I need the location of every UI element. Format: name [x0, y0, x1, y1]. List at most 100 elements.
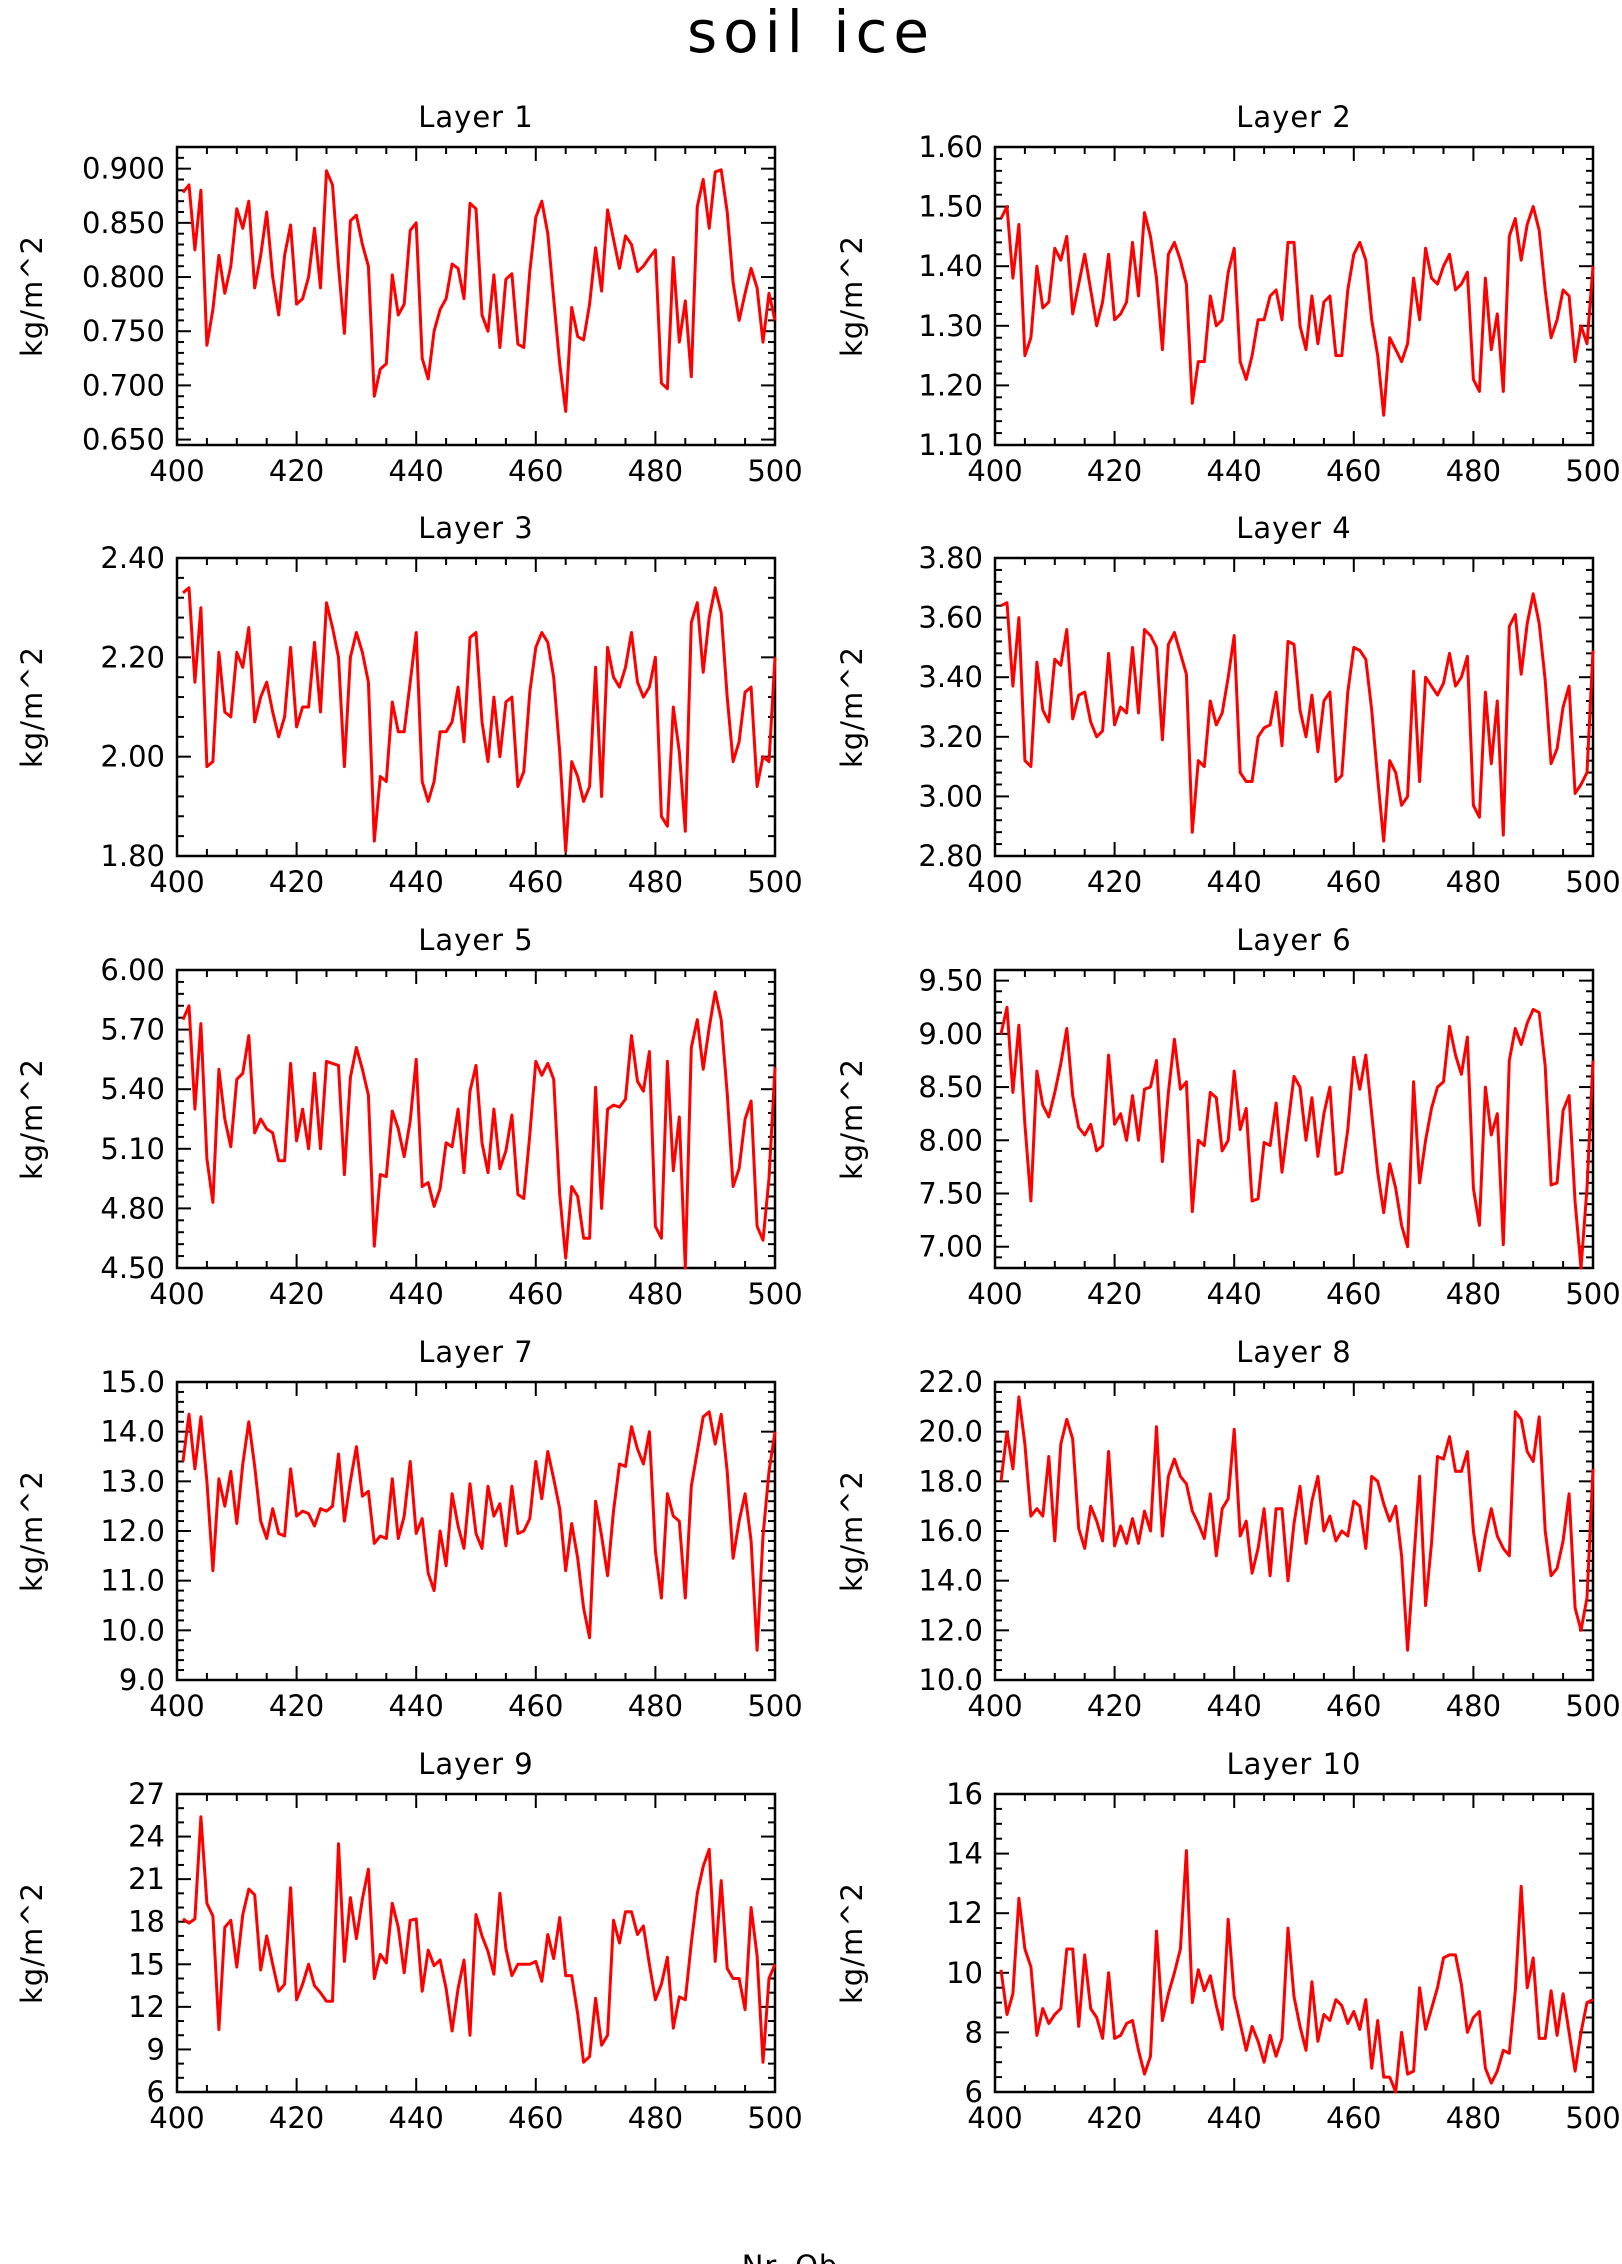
y-tick-label: 9.0: [119, 1663, 165, 1697]
x-tick-label: 500: [747, 1277, 802, 1311]
x-tick-label: 460: [1326, 1689, 1381, 1723]
x-tick-label: 480: [628, 2101, 683, 2135]
y-tick-label: 8.00: [918, 1123, 983, 1157]
x-tick-label: 480: [628, 865, 683, 899]
x-tick-label: 460: [508, 2101, 563, 2135]
y-tick-label: 9.50: [918, 964, 983, 998]
panel-title: Layer 9: [418, 1747, 534, 1781]
panel-layer-5: Layer 5 400 420 440 460 480 500 4.50 4.80 5.10 5.4…: [15, 923, 803, 1311]
y-tick-label: 21: [128, 1862, 165, 1896]
y-axis-label: kg/m^2: [15, 1882, 49, 2004]
x-tick-label: 420: [1087, 454, 1142, 488]
y-tick-label: 0.850: [82, 206, 165, 240]
x-tick-label: 440: [389, 454, 444, 488]
x-tick-label: 420: [1087, 1689, 1142, 1723]
x-tick-label: 480: [1446, 2101, 1501, 2135]
bottom-axis-label: Nr. Ob: [742, 2249, 839, 2264]
y-tick-label: 6: [147, 2075, 165, 2109]
y-axis-label: kg/m^2: [15, 646, 49, 768]
x-tick-label: 480: [1446, 1689, 1501, 1723]
y-tick-label: 15: [128, 1947, 165, 1981]
series-line: [999, 1005, 1595, 1270]
x-tick-label: 480: [628, 454, 683, 488]
panel-title: Layer 7: [418, 1335, 534, 1369]
y-tick-label: 10: [946, 1956, 983, 1990]
y-axis-label: kg/m^2: [15, 1058, 49, 1180]
panel-layer-3: Layer 3 400 420 440 460 480 500 1.80 2.00 2.20 2.4…: [15, 511, 803, 899]
y-axis-label: kg/m^2: [15, 235, 49, 357]
y-axis-label: kg/m^2: [835, 1058, 869, 1180]
panel-title: Layer 2: [1236, 100, 1352, 134]
y-tick-label: 1.10: [918, 428, 983, 462]
y-tick-label: 0.800: [82, 260, 165, 294]
x-tick-label: 440: [389, 1689, 444, 1723]
x-tick-label: 500: [1565, 1689, 1620, 1723]
x-tick-label: 420: [1087, 865, 1142, 899]
plot-frame: [993, 145, 1595, 447]
y-tick-label: 0.750: [82, 314, 165, 348]
x-tick-label: 460: [508, 1689, 563, 1723]
x-tick-label: 460: [508, 1277, 563, 1311]
y-tick-label: 2.00: [100, 740, 165, 774]
panel-grid: Layer 1 400 420 440 460 480 500 0.650 0.700 0.750…: [15, 100, 1621, 2135]
y-tick-label: 4.50: [100, 1251, 165, 1285]
x-tick-label: 400: [967, 1277, 1022, 1311]
x-tick-label: 460: [508, 865, 563, 899]
panel-title: Layer 3: [418, 511, 534, 545]
y-axis-label: kg/m^2: [835, 1882, 869, 2004]
x-tick-label: 480: [1446, 865, 1501, 899]
x-tick-label: 500: [747, 454, 802, 488]
series-line: [181, 168, 777, 413]
y-tick-label: 11.0: [100, 1564, 165, 1598]
x-tick-label: 420: [269, 2101, 324, 2135]
series-line: [182, 586, 777, 853]
x-tick-label: 400: [149, 454, 204, 488]
y-axis-label: kg/m^2: [15, 1470, 49, 1592]
y-tick-label: 12: [128, 1990, 165, 2024]
y-tick-label: 3.20: [918, 720, 983, 754]
x-tick-label: 500: [1565, 865, 1620, 899]
x-tick-label: 420: [1087, 1277, 1142, 1311]
y-axis-label: kg/m^2: [835, 646, 869, 768]
x-tick-label: 460: [1326, 865, 1381, 899]
x-tick-label: 440: [1207, 1689, 1262, 1723]
x-tick-label: 440: [389, 2101, 444, 2135]
panel-layer-10: Layer 10 400 420 440 460 480 500 6 8 10 12 14 16 kg/m…: [835, 1747, 1621, 2135]
x-tick-label: 420: [269, 1689, 324, 1723]
y-tick-label: 2.40: [100, 541, 165, 575]
y-tick-label: 16.0: [918, 1514, 983, 1548]
y-tick-label: 5.10: [100, 1132, 165, 1166]
y-tick-label: 1.20: [918, 368, 983, 402]
x-tick-label: 420: [269, 865, 324, 899]
y-tick-label: 7.50: [918, 1177, 983, 1211]
y-tick-label: 14.0: [100, 1415, 165, 1449]
y-tick-label: 7.00: [918, 1230, 983, 1264]
y-tick-label: 22.0: [918, 1365, 983, 1399]
x-tick-label: 440: [1207, 2101, 1262, 2135]
panel-title: Layer 10: [1227, 1747, 1362, 1781]
panel-title: Layer 1: [418, 100, 534, 134]
panel-title: Layer 5: [418, 923, 534, 957]
y-tick-label: 3.60: [918, 601, 983, 635]
y-tick-label: 12: [946, 1896, 983, 1930]
x-tick-label: 480: [628, 1277, 683, 1311]
y-tick-label: 0.650: [82, 423, 165, 457]
x-tick-label: 500: [1565, 2101, 1620, 2135]
x-tick-label: 440: [389, 865, 444, 899]
y-tick-label: 9: [147, 2032, 165, 2066]
panel-title: Layer 8: [1236, 1335, 1352, 1369]
y-tick-label: 10.0: [100, 1613, 165, 1647]
x-tick-label: 480: [1446, 1277, 1501, 1311]
y-tick-label: 13.0: [100, 1464, 165, 1498]
y-axis-label: kg/m^2: [835, 1470, 869, 1592]
y-tick-label: 14.0: [918, 1564, 983, 1598]
y-tick-label: 20.0: [918, 1415, 983, 1449]
y-tick-label: 1.60: [918, 130, 983, 164]
y-tick-label: 24: [128, 1820, 165, 1854]
x-tick-label: 400: [967, 1689, 1022, 1723]
x-tick-label: 440: [389, 1277, 444, 1311]
y-tick-label: 6.00: [100, 953, 165, 987]
y-tick-label: 5.40: [100, 1072, 165, 1106]
y-tick-label: 1.80: [100, 839, 165, 873]
y-tick-label: 0.700: [82, 368, 165, 402]
